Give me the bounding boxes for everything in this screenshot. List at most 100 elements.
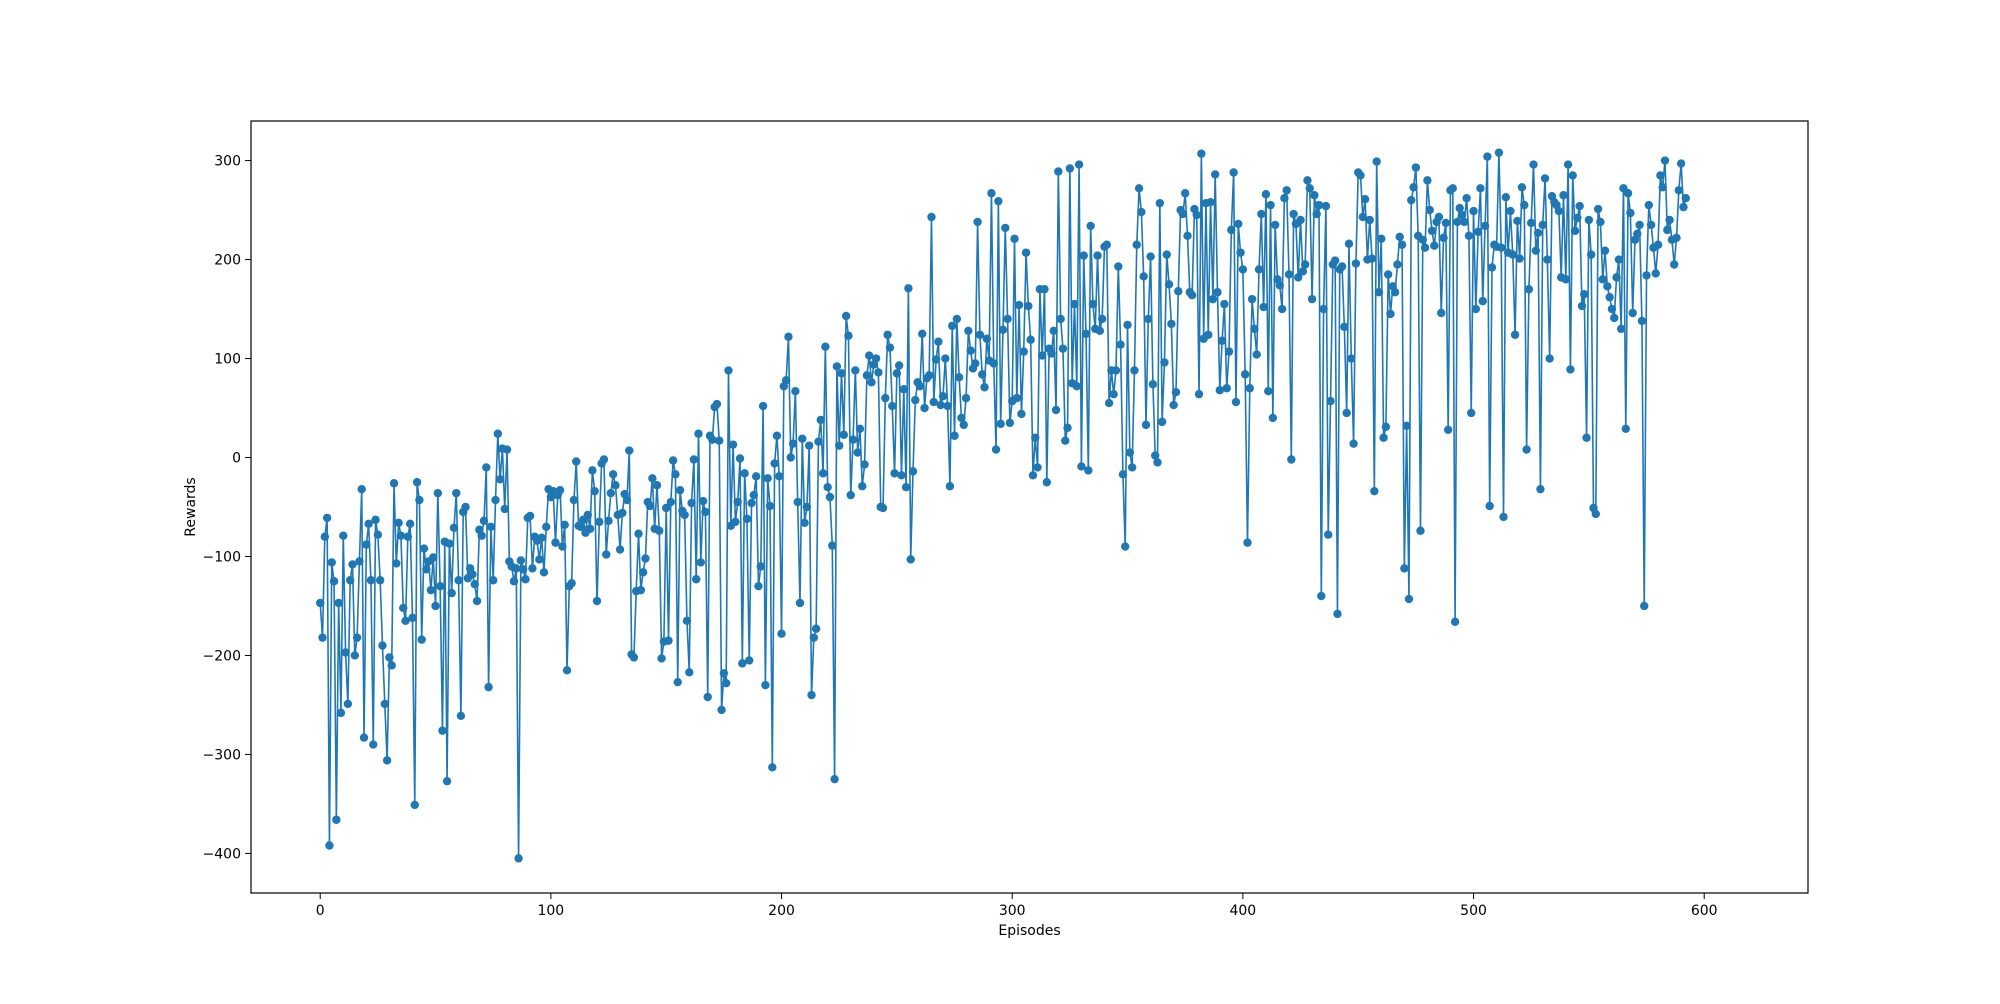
data-point	[1314, 200, 1324, 210]
data-point	[449, 523, 459, 532]
data-point	[1640, 601, 1649, 611]
data-point	[1277, 304, 1287, 314]
data-point	[1204, 330, 1213, 339]
x-tick-label: 400	[1229, 903, 1256, 919]
data-point	[1344, 239, 1354, 248]
data-point	[1169, 400, 1178, 410]
data-point	[911, 395, 920, 405]
data-point	[698, 496, 708, 506]
data-point	[1208, 294, 1218, 304]
data-point	[1121, 542, 1130, 551]
data-point	[1070, 299, 1079, 309]
data-point	[906, 555, 915, 564]
data-point	[878, 503, 888, 513]
data-point	[1287, 455, 1296, 464]
data-point	[1127, 463, 1137, 472]
data-point	[1093, 251, 1102, 260]
data-point	[625, 446, 634, 455]
data-point	[768, 763, 777, 772]
data-point	[558, 542, 567, 551]
data-point	[1240, 370, 1250, 379]
data-point	[664, 636, 673, 645]
data-point	[1021, 248, 1031, 257]
data-point	[332, 815, 341, 824]
data-point	[954, 373, 964, 382]
data-point	[756, 562, 765, 571]
data-point	[1416, 526, 1425, 535]
y-tick-label: 100	[214, 352, 241, 368]
data-point	[341, 648, 350, 657]
data-point	[1245, 384, 1254, 393]
data-point	[1527, 218, 1536, 228]
data-point	[1487, 263, 1497, 272]
data-point	[1679, 202, 1688, 212]
data-point	[1379, 433, 1388, 442]
data-point	[1473, 227, 1483, 237]
data-point	[405, 519, 415, 529]
data-point	[1192, 210, 1201, 220]
data-point	[489, 576, 498, 585]
data-point	[1213, 288, 1222, 297]
data-point	[1377, 234, 1386, 243]
data-point	[1183, 231, 1192, 241]
data-point	[1501, 193, 1511, 202]
data-point	[1321, 201, 1331, 211]
data-point	[795, 598, 805, 608]
data-point	[389, 479, 399, 488]
data-point	[1300, 260, 1310, 269]
data-point	[689, 455, 699, 464]
data-point	[1123, 320, 1132, 330]
data-point	[793, 497, 802, 507]
data-point	[791, 387, 800, 396]
data-point	[668, 456, 678, 465]
data-point	[738, 659, 747, 668]
data-point	[1536, 484, 1545, 494]
data-point	[592, 596, 602, 606]
data-point	[1054, 167, 1063, 176]
data-point	[1628, 308, 1637, 318]
data-point	[1031, 433, 1040, 442]
data-point	[671, 470, 680, 479]
data-point	[721, 678, 731, 688]
data-point	[832, 362, 842, 371]
data-point	[1582, 433, 1591, 442]
data-point	[595, 517, 604, 527]
data-point	[1058, 344, 1068, 353]
data-point	[1174, 287, 1183, 296]
data-point	[823, 483, 832, 492]
data-point	[961, 393, 971, 403]
data-point	[399, 603, 408, 613]
data-point	[740, 469, 749, 478]
data-point	[975, 330, 985, 339]
data-point	[327, 558, 336, 567]
data-point	[380, 699, 389, 709]
data-point	[1423, 176, 1432, 185]
data-point	[809, 633, 819, 642]
data-point	[1425, 205, 1434, 215]
data-point	[841, 311, 851, 321]
data-point	[980, 383, 989, 392]
data-point	[1633, 229, 1642, 239]
data-point	[837, 369, 846, 378]
axis-ticks: 0 100 200 300 400 500 600 −400 −300 −200 −100 0 100 2…	[203, 154, 1718, 919]
data-point	[1499, 512, 1508, 522]
data-point	[966, 346, 975, 355]
data-point	[1146, 252, 1155, 261]
data-point	[1370, 486, 1379, 496]
data-point	[1441, 218, 1451, 228]
data-point	[1554, 206, 1564, 216]
data-point	[387, 661, 396, 670]
data-point	[1033, 463, 1042, 472]
data-point	[1042, 478, 1052, 487]
data-point	[1349, 439, 1358, 448]
data-point	[583, 510, 592, 520]
data-point	[318, 633, 327, 642]
data-point	[468, 570, 477, 579]
data-point	[733, 497, 742, 507]
data-point	[846, 490, 855, 500]
data-point	[885, 343, 895, 352]
data-point	[339, 531, 348, 540]
data-point	[1430, 241, 1439, 250]
data-point	[535, 555, 544, 564]
